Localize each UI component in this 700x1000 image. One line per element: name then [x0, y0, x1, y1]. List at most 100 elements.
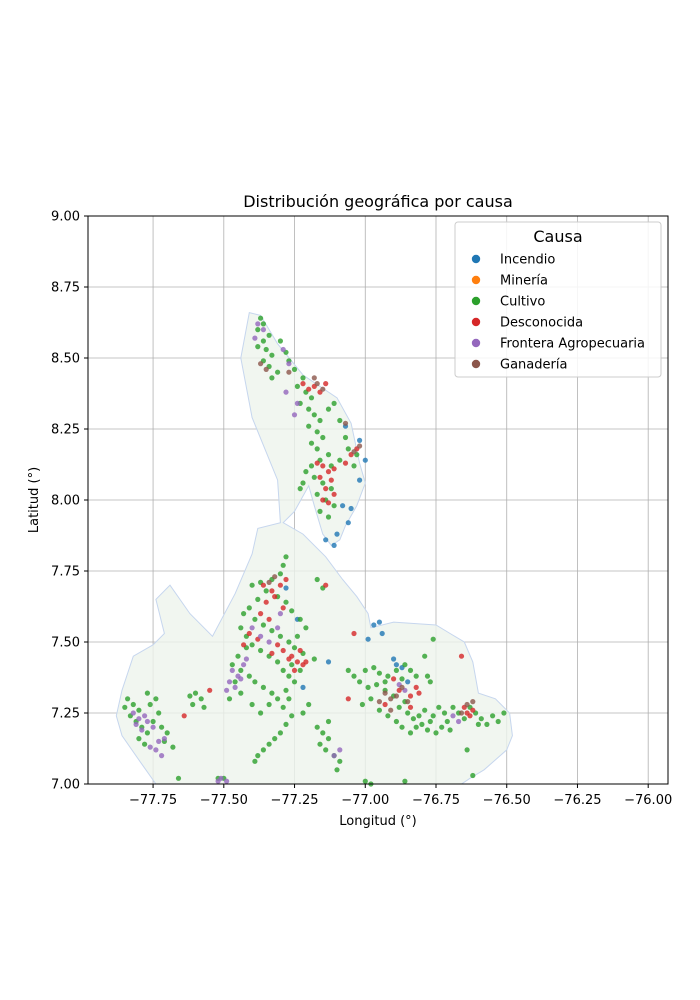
x-tick-label: −76.75	[412, 793, 460, 808]
legend-marker	[471, 254, 481, 264]
point-cultivo	[308, 463, 315, 469]
point-cultivo	[444, 718, 450, 725]
point-cultivo	[325, 736, 332, 742]
point-cultivo	[291, 645, 298, 651]
point-cultivo	[258, 315, 264, 321]
point-cultivo	[289, 662, 295, 668]
legend-marker	[471, 317, 481, 327]
point-ganaderia	[376, 699, 382, 705]
point-frontera-agropecuaria	[266, 639, 272, 645]
point-cultivo	[286, 696, 292, 702]
point-desconocida	[300, 381, 306, 387]
point-ganaderia	[286, 369, 292, 375]
point-frontera-agropecuaria	[133, 721, 139, 728]
point-cultivo	[402, 778, 408, 784]
point-frontera-agropecuaria	[337, 747, 343, 753]
point-desconocida	[325, 469, 332, 475]
point-desconocida	[314, 460, 320, 466]
point-cultivo	[255, 753, 261, 759]
point-cultivo	[156, 710, 162, 716]
point-incendio	[365, 636, 371, 642]
point-cultivo	[345, 446, 351, 452]
point-cultivo	[130, 701, 136, 708]
point-cultivo	[246, 605, 252, 611]
point-cultivo	[232, 679, 238, 685]
point-cultivo	[337, 758, 343, 764]
point-desconocida	[351, 630, 357, 637]
point-cultivo	[275, 696, 281, 702]
point-cultivo	[283, 599, 289, 605]
point-desconocida	[246, 630, 252, 637]
point-frontera-agropecuaria	[456, 718, 462, 725]
point-cultivo	[255, 596, 261, 603]
point-cultivo	[252, 758, 258, 764]
point-cultivo	[362, 667, 368, 674]
point-cultivo	[303, 469, 309, 475]
point-frontera-agropecuaria	[294, 400, 300, 406]
point-ganaderia	[470, 699, 476, 705]
point-cultivo	[277, 338, 283, 344]
x-axis-ticks: −77.75 −77.50 −77.25 −77.00 −76.75 −76.50 −76.…	[129, 784, 672, 808]
point-frontera-agropecuaria	[153, 747, 159, 753]
point-desconocida	[320, 497, 326, 503]
legend-label: Cultivo	[500, 295, 545, 310]
point-cultivo	[424, 673, 431, 679]
point-cultivo	[311, 412, 317, 418]
point-desconocida	[269, 650, 275, 657]
point-frontera-agropecuaria	[139, 727, 145, 733]
point-cultivo	[490, 713, 496, 719]
point-cultivo	[159, 724, 165, 730]
point-desconocida	[306, 386, 312, 392]
legend: Causa Incendio Minería Cultivo Desconocida F…	[454, 221, 662, 378]
point-incendio	[405, 679, 411, 685]
point-cultivo	[320, 480, 326, 486]
point-cultivo	[275, 369, 281, 375]
point-incendio	[393, 662, 399, 668]
legend-marker	[471, 296, 481, 306]
point-frontera-agropecuaria	[144, 718, 150, 725]
point-cultivo	[365, 684, 371, 691]
point-ganaderia	[342, 420, 349, 426]
point-cultivo	[283, 554, 289, 560]
point-frontera-agropecuaria	[291, 412, 298, 418]
region-outline	[115, 311, 513, 785]
point-frontera-agropecuaria	[277, 611, 283, 617]
point-cultivo	[450, 704, 456, 710]
point-cultivo	[382, 679, 388, 685]
point-frontera-agropecuaria	[243, 656, 249, 662]
point-cultivo	[260, 622, 266, 628]
point-cultivo	[300, 710, 306, 716]
point-cultivo	[385, 673, 391, 679]
point-desconocida	[407, 693, 414, 699]
point-desconocida	[294, 659, 300, 665]
point-desconocida	[331, 466, 337, 472]
point-cultivo	[294, 633, 300, 639]
point-cultivo	[410, 716, 416, 722]
point-desconocida	[303, 659, 309, 665]
legend-label: Minería	[500, 274, 548, 289]
point-incendio	[323, 537, 329, 543]
point-cultivo	[314, 429, 320, 435]
point-cultivo	[249, 582, 255, 588]
point-frontera-agropecuaria	[249, 625, 255, 631]
point-desconocida	[413, 684, 419, 691]
point-desconocida	[291, 667, 298, 674]
point-cultivo	[289, 713, 295, 719]
point-cultivo	[328, 486, 334, 492]
point-cultivo	[300, 375, 306, 381]
point-ganaderia	[357, 443, 363, 449]
point-incendio	[331, 542, 337, 549]
point-cultivo	[359, 701, 365, 708]
point-cultivo	[351, 463, 357, 469]
point-cultivo	[484, 721, 490, 728]
point-cultivo	[246, 673, 252, 679]
point-cultivo	[311, 656, 317, 662]
point-cultivo	[317, 508, 323, 514]
point-cultivo	[342, 434, 349, 441]
point-cultivo	[422, 707, 428, 713]
point-frontera-agropecuaria	[275, 625, 281, 631]
point-cultivo	[238, 690, 244, 696]
point-cultivo	[280, 704, 286, 710]
point-cultivo	[306, 423, 312, 429]
point-desconocida	[458, 653, 465, 659]
